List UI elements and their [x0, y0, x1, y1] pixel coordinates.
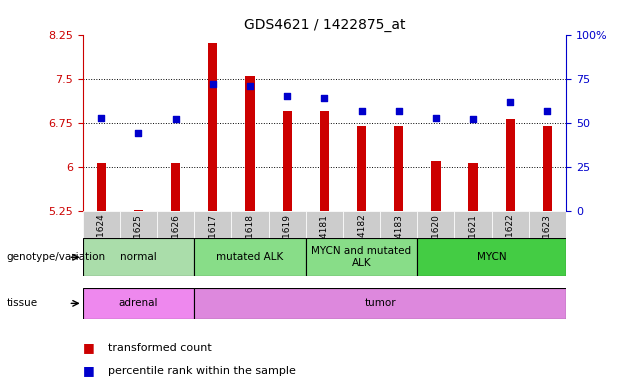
- Point: [208, 81, 218, 87]
- Point: [134, 131, 144, 137]
- Bar: [417, 238, 566, 276]
- Text: GSM801622: GSM801622: [506, 214, 515, 268]
- Point: [394, 108, 404, 114]
- Bar: [492, 211, 529, 261]
- Bar: [120, 211, 157, 261]
- Point: [431, 114, 441, 121]
- Bar: [171, 163, 180, 211]
- Bar: [431, 161, 441, 211]
- Bar: [320, 111, 329, 211]
- Bar: [306, 211, 343, 261]
- Text: normal: normal: [120, 252, 157, 262]
- Text: GSM914181: GSM914181: [320, 214, 329, 268]
- Bar: [357, 126, 366, 211]
- Bar: [506, 119, 515, 211]
- Text: tissue: tissue: [6, 298, 38, 308]
- Bar: [83, 288, 194, 319]
- Bar: [134, 210, 143, 211]
- Bar: [380, 211, 417, 261]
- Point: [468, 116, 478, 122]
- Text: tumor: tumor: [364, 298, 396, 308]
- Point: [170, 116, 181, 122]
- Text: GSM801620: GSM801620: [431, 214, 440, 268]
- Bar: [268, 211, 306, 261]
- Bar: [455, 211, 492, 261]
- Bar: [282, 111, 292, 211]
- Text: MYCN: MYCN: [477, 252, 506, 262]
- Text: GSM801626: GSM801626: [171, 214, 180, 268]
- Point: [96, 114, 106, 121]
- Text: GSM801619: GSM801619: [282, 214, 292, 269]
- Point: [319, 95, 329, 101]
- Text: adrenal: adrenal: [119, 298, 158, 308]
- Point: [356, 108, 366, 114]
- Point: [543, 108, 553, 114]
- Text: ■: ■: [83, 341, 94, 354]
- Text: transformed count: transformed count: [108, 343, 212, 353]
- Text: mutated ALK: mutated ALK: [216, 252, 284, 262]
- Bar: [157, 211, 194, 261]
- Bar: [306, 238, 417, 276]
- Bar: [97, 163, 106, 211]
- Bar: [394, 126, 403, 211]
- Bar: [232, 211, 268, 261]
- Bar: [83, 211, 120, 261]
- Text: GSM801624: GSM801624: [97, 214, 106, 268]
- Point: [282, 93, 293, 99]
- Bar: [194, 288, 566, 319]
- Text: GSM914183: GSM914183: [394, 214, 403, 268]
- Bar: [529, 211, 566, 261]
- Point: [505, 99, 515, 105]
- Text: percentile rank within the sample: percentile rank within the sample: [108, 366, 296, 376]
- Bar: [245, 76, 254, 211]
- Bar: [343, 211, 380, 261]
- Title: GDS4621 / 1422875_at: GDS4621 / 1422875_at: [244, 18, 405, 32]
- Bar: [83, 238, 194, 276]
- Text: GSM801623: GSM801623: [543, 214, 552, 268]
- Bar: [194, 238, 306, 276]
- Text: ■: ■: [83, 364, 94, 377]
- Point: [245, 83, 255, 89]
- Text: GSM801625: GSM801625: [134, 214, 143, 268]
- Text: GSM801617: GSM801617: [209, 214, 218, 269]
- Bar: [543, 126, 552, 211]
- Text: MYCN and mutated
ALK: MYCN and mutated ALK: [312, 247, 411, 268]
- Text: GSM914182: GSM914182: [357, 214, 366, 268]
- Text: genotype/variation: genotype/variation: [6, 252, 106, 262]
- Bar: [469, 163, 478, 211]
- Bar: [417, 211, 455, 261]
- Text: GSM801621: GSM801621: [469, 214, 478, 268]
- Bar: [194, 211, 232, 261]
- Text: GSM801618: GSM801618: [245, 214, 254, 269]
- Bar: [208, 43, 218, 211]
